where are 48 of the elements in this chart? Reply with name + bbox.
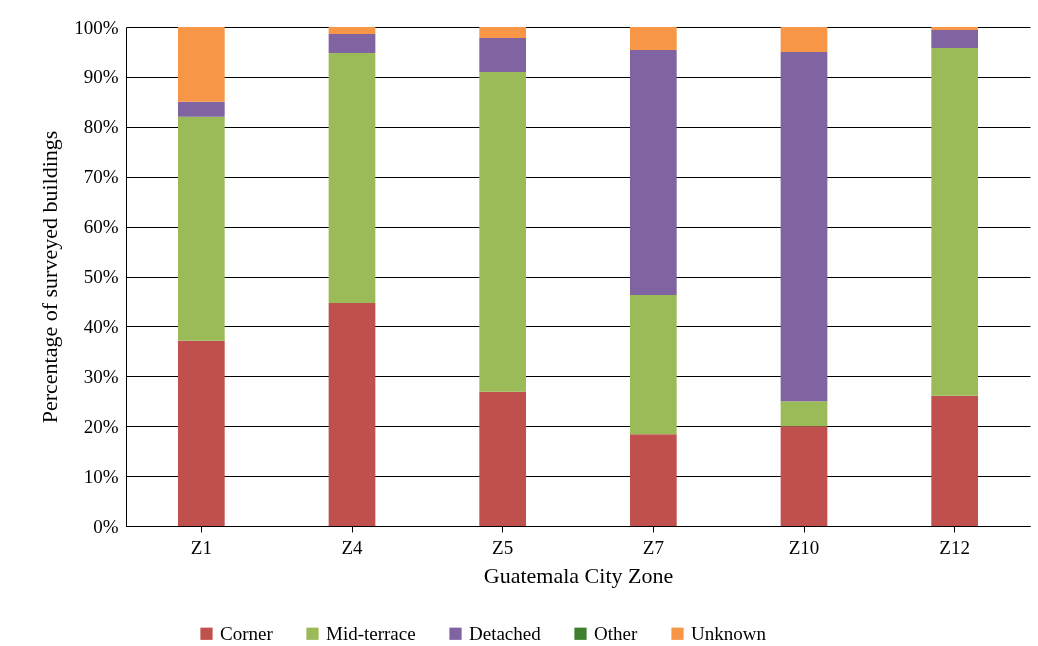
bar bbox=[177, 27, 225, 102]
legend-label: Unknown bbox=[691, 622, 767, 644]
bar bbox=[629, 49, 677, 295]
x-tick-label: Z4 bbox=[341, 536, 364, 558]
y-tick-label: 100% bbox=[74, 16, 119, 38]
bar bbox=[328, 302, 376, 526]
bar bbox=[177, 116, 225, 341]
bar bbox=[479, 27, 527, 38]
bar bbox=[177, 340, 225, 526]
bar bbox=[931, 29, 979, 48]
y-tick-label: 60% bbox=[83, 216, 119, 238]
legend-label: Other bbox=[594, 622, 638, 644]
bar bbox=[780, 51, 828, 402]
bar bbox=[931, 395, 979, 526]
x-tick-label: Z10 bbox=[788, 536, 820, 558]
y-axis-title: Percentage of surveyed buildings bbox=[37, 130, 63, 424]
y-tick-label: 70% bbox=[83, 166, 119, 188]
bar bbox=[177, 101, 225, 117]
bar bbox=[479, 71, 527, 392]
x-axis-title: Guatemala City Zone bbox=[483, 562, 674, 588]
x-tick-label: Z12 bbox=[939, 536, 970, 558]
x-tick-label: Z7 bbox=[642, 536, 664, 558]
legend-label: Corner bbox=[220, 622, 274, 644]
bar bbox=[328, 27, 376, 34]
bar bbox=[931, 27, 979, 30]
y-tick-label: 40% bbox=[83, 315, 119, 337]
bar bbox=[931, 47, 979, 396]
bar bbox=[629, 434, 677, 526]
bar bbox=[629, 294, 677, 435]
legend-label: Mid-terrace bbox=[326, 622, 416, 644]
bar bbox=[780, 426, 828, 526]
bar bbox=[328, 52, 376, 303]
legend-label: Detached bbox=[469, 622, 542, 644]
bar bbox=[780, 27, 828, 52]
bar bbox=[328, 33, 376, 53]
bar bbox=[629, 27, 677, 50]
bar bbox=[780, 401, 828, 427]
y-tick-label: 30% bbox=[83, 365, 119, 387]
bar bbox=[479, 391, 527, 526]
y-tick-label: 90% bbox=[83, 66, 119, 88]
bar bbox=[479, 37, 527, 72]
x-tick-label: Z1 bbox=[190, 536, 212, 558]
y-tick-label: 10% bbox=[83, 465, 119, 487]
x-tick-label: Z5 bbox=[492, 536, 514, 558]
y-tick-label: 80% bbox=[83, 116, 119, 138]
y-tick-label: 0% bbox=[93, 515, 119, 537]
y-tick-label: 20% bbox=[83, 415, 119, 437]
y-tick-label: 50% bbox=[83, 266, 119, 287]
